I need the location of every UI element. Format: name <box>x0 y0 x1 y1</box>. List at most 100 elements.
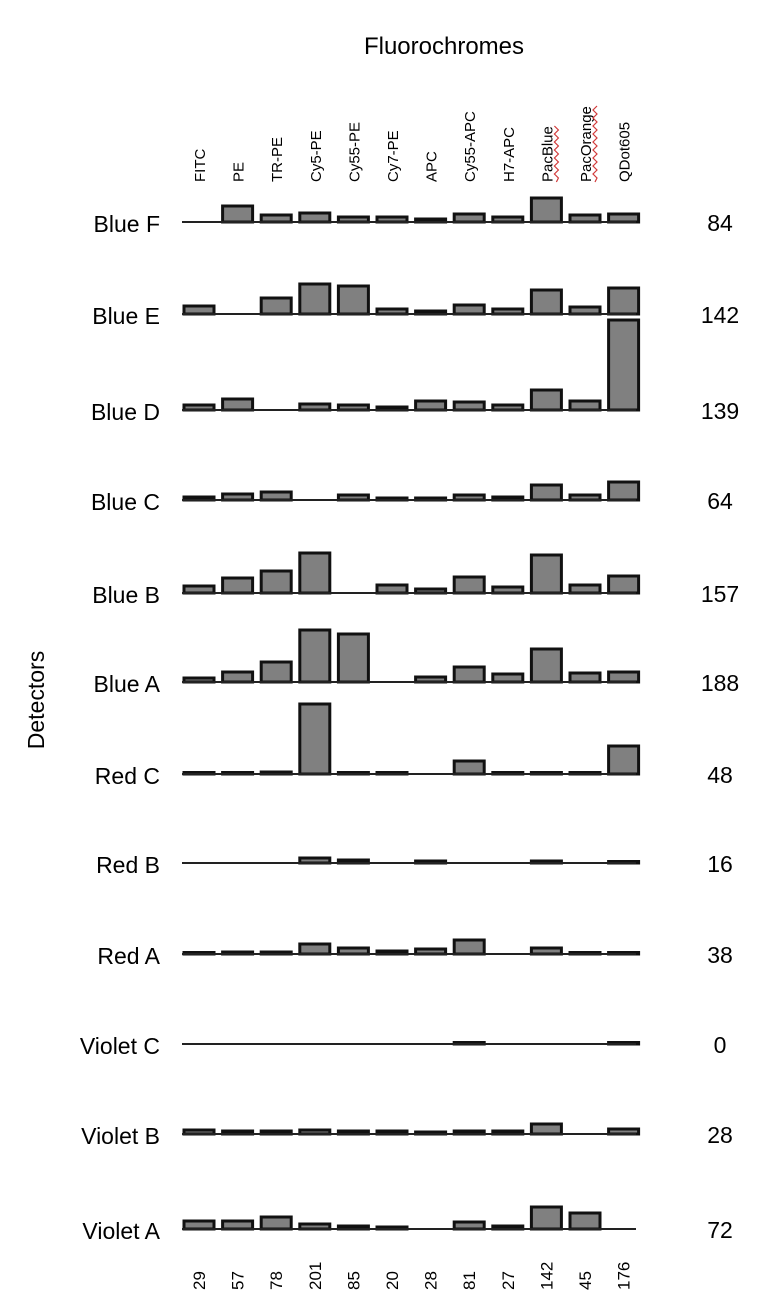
bar-blue-d-cy55-apc <box>452 400 486 412</box>
bar-blue-e-cy5-pe <box>298 282 332 316</box>
detector-total: 16 <box>707 851 733 877</box>
fluorochrome-total-fitc: 29 <box>190 1271 209 1290</box>
bar-blue-e-pacblue <box>529 288 563 316</box>
fluorochrome-total-pacblue: 142 <box>537 1262 556 1290</box>
bar-blue-a-pacorange <box>568 671 602 684</box>
bar-blue-e-cy55-apc <box>452 303 486 316</box>
bar-violet-a-tr-pe <box>259 1215 293 1231</box>
y-axis-label: Detectors <box>23 651 49 749</box>
bar-blue-f-pacblue <box>529 196 563 224</box>
bar-blue-d-apc <box>414 399 448 412</box>
fluorochrome-labels: FITC PE TR-PE Cy5-PE Cy55-PE Cy7-PE APC Cy55-AP… <box>192 105 634 183</box>
bar-blue-f-pacorange <box>568 213 602 224</box>
detector-total: 84 <box>707 210 733 236</box>
fluorochrome-label-pacorange: PacOrange <box>578 106 595 182</box>
bar-red-c-cy55-apc <box>452 759 486 776</box>
detector-total: 157 <box>701 581 739 607</box>
detector-row-red-b: Red B 16 <box>96 851 733 878</box>
detector-row-blue-f: Blue F 84 <box>94 196 733 237</box>
bar-violet-b-pacblue <box>529 1122 563 1136</box>
bar-blue-f-tr-pe <box>259 213 293 224</box>
fluorochrome-label-apc: APC <box>424 151 441 182</box>
bar-blue-b-qdot605 <box>607 574 641 595</box>
bar-blue-f-qdot605 <box>607 212 641 224</box>
bar-blue-e-cy55-pe <box>336 284 370 316</box>
bar-red-a-cy5-pe <box>298 942 332 956</box>
fluorochrome-label-cy55-apc: Cy55-APC <box>462 111 479 182</box>
fluorochrome-label-pe: PE <box>231 162 248 182</box>
bar-blue-a-h7-apc <box>491 672 525 684</box>
detector-row-violet-a: Violet A 72 <box>82 1205 733 1244</box>
bar-blue-d-pe <box>221 397 255 412</box>
bar-blue-f-cy55-apc <box>452 212 486 224</box>
detector-row-blue-a: Blue A 188 <box>94 628 739 697</box>
detector-row-blue-d: Blue D 139 <box>91 318 739 425</box>
fluorochrome-total-qdot605: 176 <box>615 1262 634 1290</box>
fluorochrome-total-cy5-pe: 201 <box>306 1262 325 1290</box>
bar-blue-e-qdot605 <box>607 286 641 316</box>
bar-red-a-cy55-apc <box>452 938 486 956</box>
bar-violet-a-pe <box>221 1219 255 1231</box>
bar-violet-a-pacblue <box>529 1205 563 1231</box>
bar-blue-e-tr-pe <box>259 296 293 316</box>
bar-blue-b-pe <box>221 576 255 595</box>
detector-total: 64 <box>707 488 733 514</box>
bar-blue-b-tr-pe <box>259 569 293 595</box>
fluorochrome-label-fitc: FITC <box>192 149 209 182</box>
detector-label: Blue C <box>91 489 160 515</box>
detector-label: Blue F <box>94 211 160 237</box>
detector-total: 48 <box>707 762 733 788</box>
fluorochrome-total-tr-pe: 78 <box>267 1271 286 1290</box>
bar-blue-d-qdot605 <box>607 318 641 412</box>
fluorochrome-total-pacorange: 45 <box>576 1271 595 1290</box>
detector-total: 188 <box>701 670 739 696</box>
detector-rows: Blue F 84 Blue E 142 Blue D 139 Blue C 64 Blue B… <box>80 196 739 1244</box>
spellcheck-underline <box>553 125 560 183</box>
bar-blue-a-tr-pe <box>259 660 293 684</box>
fluorochrome-totals: 29 57 78 201 85 20 28 81 27 142 45 176 <box>190 1262 634 1290</box>
detector-label: Red C <box>95 763 160 789</box>
bar-blue-c-tr-pe <box>259 490 293 502</box>
bar-blue-a-pacblue <box>529 647 563 684</box>
detector-row-violet-b: Violet B 28 <box>81 1122 733 1149</box>
detector-label: Blue D <box>91 399 160 425</box>
fluorochrome-label-cy7-pe: Cy7-PE <box>385 130 402 182</box>
bar-blue-b-cy5-pe <box>298 551 332 595</box>
detector-label: Violet B <box>81 1123 160 1149</box>
bar-blue-e-pacorange <box>568 305 602 316</box>
bar-blue-b-cy7-pe <box>375 583 409 595</box>
detector-label: Violet A <box>82 1218 160 1244</box>
bar-blue-a-cy55-apc <box>452 665 486 684</box>
fluorochrome-total-cy55-pe: 85 <box>344 1271 363 1290</box>
fluorochrome-total-apc: 28 <box>422 1271 441 1290</box>
bar-blue-b-fitc <box>182 584 216 595</box>
spellcheck-underline <box>592 105 598 183</box>
detector-label: Red B <box>96 852 160 878</box>
bar-red-c-cy5-pe <box>298 702 332 776</box>
bar-violet-a-cy55-apc <box>452 1220 486 1231</box>
fluorochrome-label-pacblue: PacBlue <box>539 126 556 182</box>
bar-blue-a-qdot605 <box>607 670 641 684</box>
chart-title: Fluorochromes <box>364 33 524 60</box>
fluorochrome-label-qdot605: QDot605 <box>617 122 634 182</box>
fluorochrome-label-cy5-pe: Cy5-PE <box>308 130 325 182</box>
fluorochrome-total-pe: 57 <box>229 1271 248 1290</box>
bar-blue-e-fitc <box>182 304 216 316</box>
bar-blue-a-pe <box>221 670 255 684</box>
fluorochrome-total-cy7-pe: 20 <box>383 1271 402 1290</box>
bar-blue-f-pe <box>221 204 255 224</box>
detector-label: Violet C <box>80 1033 160 1059</box>
detector-label: Red A <box>97 943 160 969</box>
detector-row-violet-c: Violet C 0 <box>80 1032 727 1059</box>
bar-blue-a-cy5-pe <box>298 628 332 684</box>
bar-blue-d-pacblue <box>529 388 563 412</box>
detector-label: Blue B <box>92 582 160 608</box>
bar-violet-a-pacorange <box>568 1211 602 1231</box>
fluorochrome-label-cy55-pe: Cy55-PE <box>346 122 363 182</box>
detector-total: 0 <box>714 1032 727 1058</box>
bar-blue-f-cy5-pe <box>298 211 332 224</box>
fluorochrome-label-tr-pe: TR-PE <box>269 137 286 182</box>
detector-total: 142 <box>701 302 739 328</box>
detector-label: Blue E <box>92 303 160 329</box>
